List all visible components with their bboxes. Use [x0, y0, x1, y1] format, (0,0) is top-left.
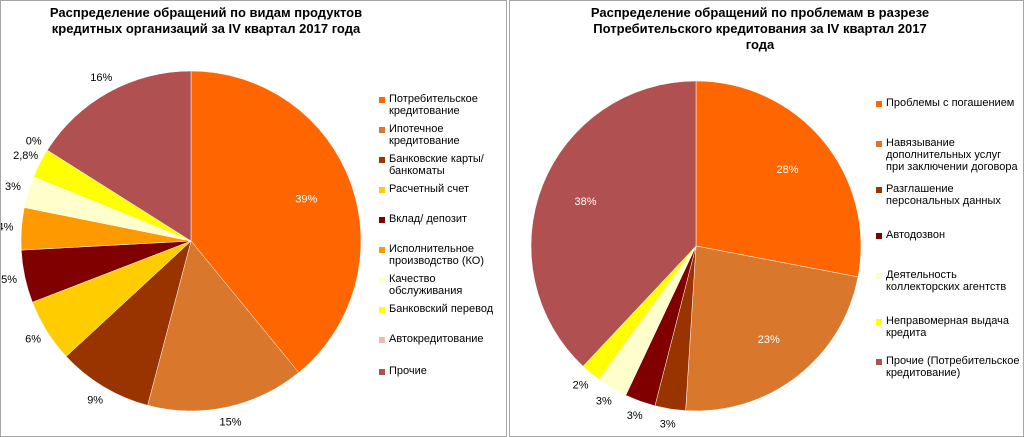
pie-slice — [685, 245, 859, 412]
pie-slice — [190, 70, 362, 373]
legend-label: Вклад/ депозит — [389, 213, 468, 225]
legend-label: Потребительское кредитование — [389, 93, 478, 117]
chart-panel: Распределение обращений по видам продукт… — [0, 0, 507, 437]
pie-slice — [65, 240, 192, 406]
chart-panel: Распределение обращений по проблемам в р… — [509, 0, 1024, 437]
pie-slice — [530, 80, 697, 367]
legend-item: Качество обслуживания — [379, 273, 504, 303]
legend-label: Проблемы с погашением — [886, 97, 1015, 109]
data-label: 16% — [90, 72, 112, 84]
data-label: 2% — [573, 379, 589, 391]
legend-swatch — [379, 247, 385, 253]
legend-swatch — [379, 217, 385, 223]
legend-swatch — [876, 187, 882, 193]
chart-title: Распределение обращений по проблемам в р… — [590, 5, 930, 52]
legend-item: Автокредитование — [379, 333, 504, 365]
legend-swatch — [379, 127, 385, 133]
legend-item: Ипотечное кредитование — [379, 123, 504, 153]
data-label: 3% — [5, 181, 21, 193]
legend-swatch — [876, 101, 882, 107]
chart-title: Распределение обращений по видам продукт… — [49, 5, 363, 36]
data-label: 39% — [295, 194, 317, 206]
legend-swatch — [379, 337, 385, 343]
legend-label: Навязывание дополнительных услуг при зак… — [886, 137, 1018, 173]
legend-item: Автодозвон — [876, 229, 1021, 269]
legend-label: Банковский перевод — [389, 303, 494, 315]
pie: 28% 23% 3% 3% 3% 2% 38% — [530, 80, 862, 431]
data-label: 4% — [1, 221, 14, 233]
legend-swatch — [876, 319, 882, 325]
pie: 39% 15% 9% 6% 5% 4% 3% 2,8% 0% 16% — [1, 70, 362, 429]
legend-swatch — [379, 157, 385, 163]
legend-item: Разглашение персональных данных — [876, 183, 1021, 229]
legend-label: Качество обслуживания — [389, 273, 463, 297]
legend-label: Деятельность коллекторских агентств — [886, 269, 1007, 293]
data-label: 3% — [596, 396, 612, 408]
legend-label: Неправомерная выдача кредита — [886, 315, 1009, 339]
legend: Проблемы с погашением Навязывание дополни… — [876, 97, 1021, 395]
pie-slice — [46, 70, 192, 242]
legend-label: Ипотечное кредитование — [389, 123, 460, 147]
data-label: 0% — [26, 136, 42, 148]
legend-label: Банковские карты/банкоматы — [389, 153, 484, 177]
legend-item: Прочие — [379, 365, 504, 395]
legend-label: Прочие (Потребительское кредитование) — [886, 355, 1020, 379]
data-label: 3% — [627, 410, 643, 422]
legend-swatch — [876, 141, 882, 147]
legend-label: Автокредитование — [389, 333, 484, 345]
legend: Потребительское кредитование Ипотечное кр… — [379, 93, 504, 395]
legend-item: Банковские карты/банкоматы — [379, 153, 504, 183]
data-label: 28% — [777, 164, 799, 176]
data-label: 6% — [25, 333, 41, 345]
data-label: 3% — [660, 419, 676, 431]
legend-label: Разглашение персональных данных — [886, 183, 1001, 207]
legend-item: Вклад/ депозит — [379, 213, 504, 243]
legend-label: Исполнительное производство (КО) — [389, 243, 484, 267]
legend-item: Неправомерная выдача кредита — [876, 315, 1021, 355]
legend-swatch — [379, 369, 385, 375]
data-label: 2,8% — [13, 150, 38, 162]
data-label: 5% — [1, 274, 17, 286]
legend-item: Прочие (Потребительское кредитование) — [876, 355, 1021, 395]
pie-slice — [147, 240, 300, 412]
legend-swatch — [379, 307, 385, 313]
legend-swatch — [876, 233, 882, 239]
pie-slice — [695, 80, 862, 278]
legend-label: Расчетный счет — [389, 183, 470, 195]
legend-item: Потребительское кредитование — [379, 93, 504, 123]
data-label: 23% — [758, 334, 780, 346]
legend-swatch — [379, 97, 385, 103]
legend-swatch — [379, 187, 385, 193]
legend-item: Проблемы с погашением — [876, 97, 1021, 137]
legend-item: Исполнительное производство (КО) — [379, 243, 504, 273]
legend-label: Прочие — [389, 365, 427, 377]
legend-swatch — [876, 359, 882, 365]
data-label: 38% — [575, 196, 597, 208]
legend-item: Деятельность коллекторских агентств — [876, 269, 1021, 315]
legend-item: Навязывание дополнительных услуг при зак… — [876, 137, 1021, 183]
legend-swatch — [876, 273, 882, 279]
data-label: 9% — [87, 394, 103, 406]
legend-item: Расчетный счет — [379, 183, 504, 213]
legend-item: Банковский перевод — [379, 303, 504, 333]
legend-swatch — [379, 277, 385, 283]
legend-label: Автодозвон — [886, 229, 946, 241]
data-label: 15% — [219, 417, 241, 429]
